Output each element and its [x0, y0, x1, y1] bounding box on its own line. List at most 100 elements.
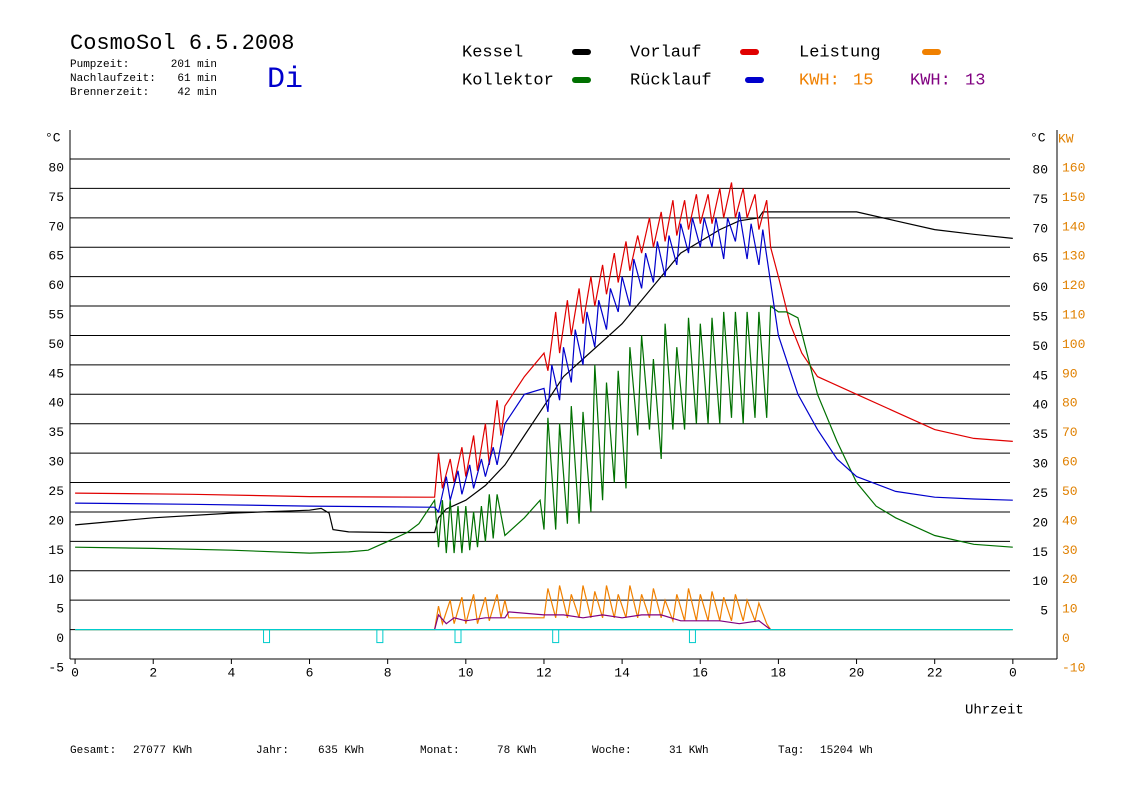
x-axis-label: Uhrzeit	[965, 703, 1024, 719]
y2-tick-label: 130	[1062, 249, 1085, 264]
y-tick-label: 45	[48, 366, 64, 381]
y2-tick-label: 30	[1062, 543, 1078, 558]
state-marker	[376, 629, 384, 644]
state-marker	[552, 629, 560, 644]
y-tick-label: 10	[48, 572, 64, 587]
y-right-tick-label: 10	[1032, 574, 1048, 589]
y2-tick-label: -10	[1062, 660, 1085, 675]
weekday: Di	[267, 63, 303, 97]
y-tick-label: 20	[48, 513, 64, 528]
series-line	[75, 211, 1013, 514]
y-right-tick-label: 45	[1032, 368, 1048, 383]
kwh-label: KWH:	[910, 71, 951, 90]
x-tick-label: 18	[771, 665, 787, 680]
y-right-tick-label: 40	[1032, 398, 1048, 413]
y-unit-right: °C	[1030, 130, 1046, 145]
y2-tick-label: 110	[1062, 307, 1085, 322]
total-label: Woche:	[592, 745, 632, 757]
x-tick-label: 4	[227, 665, 235, 680]
y-tick-label: 40	[48, 396, 64, 411]
kwh-value: 13	[965, 71, 985, 90]
series-line	[75, 211, 1013, 534]
y-right-tick-label: 20	[1032, 515, 1048, 530]
x-tick-label: 0	[71, 665, 79, 680]
total-value: 31 KWh	[669, 745, 709, 757]
x-tick-label: 8	[384, 665, 392, 680]
y-right-tick-label: 30	[1032, 457, 1048, 472]
y2-tick-label: 10	[1062, 602, 1078, 617]
state-marker	[454, 629, 462, 644]
series-line	[434, 611, 771, 631]
y-unit: °C	[45, 130, 61, 145]
y2-tick-label: 80	[1062, 396, 1078, 411]
y2-tick-label: 160	[1062, 160, 1085, 175]
series-line	[75, 304, 1013, 554]
legend-label: Leistung	[799, 43, 881, 62]
stat-label: Nachlaufzeit:	[70, 73, 156, 85]
total-value: 15204 Wh	[820, 745, 873, 757]
series-line	[75, 585, 1013, 631]
y2-tick-label: 150	[1062, 190, 1085, 205]
y-tick-label: 80	[48, 160, 64, 175]
legend-swatch	[745, 77, 764, 83]
y-tick-label: 75	[48, 190, 64, 205]
y-tick-label: 25	[48, 484, 64, 499]
x-tick-label: 20	[849, 665, 865, 680]
total-label: Jahr:	[256, 745, 289, 757]
x-tick-label: 12	[536, 665, 552, 680]
y-right-tick-label: 70	[1032, 221, 1048, 236]
x-tick-label: 6	[306, 665, 314, 680]
y2-unit: KW	[1058, 131, 1074, 146]
y2-tick-label: 120	[1062, 278, 1085, 293]
y2-tick-label: 90	[1062, 366, 1078, 381]
total-value: 78 KWh	[497, 745, 537, 757]
y2-tick-label: 50	[1062, 484, 1078, 499]
legend-swatch	[922, 49, 941, 55]
legend-label: Kessel	[462, 43, 523, 62]
y-right-tick-label: 75	[1032, 192, 1048, 207]
x-tick-label: 2	[149, 665, 157, 680]
legend-label: Rücklauf	[630, 71, 712, 90]
y2-tick-label: 140	[1062, 219, 1085, 234]
y-tick-label: -5	[48, 660, 64, 675]
y2-tick-label: 40	[1062, 513, 1078, 528]
y2-tick-label: 20	[1062, 572, 1078, 587]
kwh-label: KWH:	[799, 71, 840, 90]
series-line	[75, 182, 1013, 498]
legend-swatch	[572, 49, 591, 55]
y2-tick-label: 100	[1062, 337, 1085, 352]
y-tick-label: 5	[56, 602, 64, 617]
legend-swatch	[572, 77, 591, 83]
kwh-value: 15	[853, 71, 873, 90]
y-tick-label: 60	[48, 278, 64, 293]
state-marker	[688, 629, 696, 644]
total-value: 635 KWh	[318, 745, 364, 757]
y-tick-label: 65	[48, 249, 64, 264]
x-tick-label: 22	[927, 665, 943, 680]
legend-label: Kollektor	[462, 71, 554, 90]
y-right-tick-label: 35	[1032, 427, 1048, 442]
y-right-tick-label: 50	[1032, 339, 1048, 354]
x-tick-label: 16	[692, 665, 708, 680]
y2-tick-label: 0	[1062, 631, 1070, 646]
y-tick-label: 15	[48, 543, 64, 558]
y-tick-label: 35	[48, 425, 64, 440]
y2-tick-label: 60	[1062, 455, 1078, 470]
y-tick-label: 0	[56, 631, 64, 646]
total-label: Tag:	[778, 745, 804, 757]
x-tick-label: 14	[614, 665, 630, 680]
y2-tick-label: 70	[1062, 425, 1078, 440]
y-right-tick-label: 5	[1040, 604, 1048, 619]
chart-title: CosmoSol 6.5.2008	[70, 31, 294, 56]
y-right-tick-label: 65	[1032, 251, 1048, 266]
y-right-tick-label: 15	[1032, 545, 1048, 560]
legend-label: Vorlauf	[630, 43, 701, 62]
total-value: 27077 KWh	[133, 745, 192, 757]
legend-swatch	[740, 49, 759, 55]
total-label: Monat:	[420, 745, 460, 757]
y-right-tick-label: 80	[1032, 162, 1048, 177]
stat-value: 61 min	[177, 73, 217, 85]
stat-label: Brennerzeit:	[70, 87, 149, 99]
